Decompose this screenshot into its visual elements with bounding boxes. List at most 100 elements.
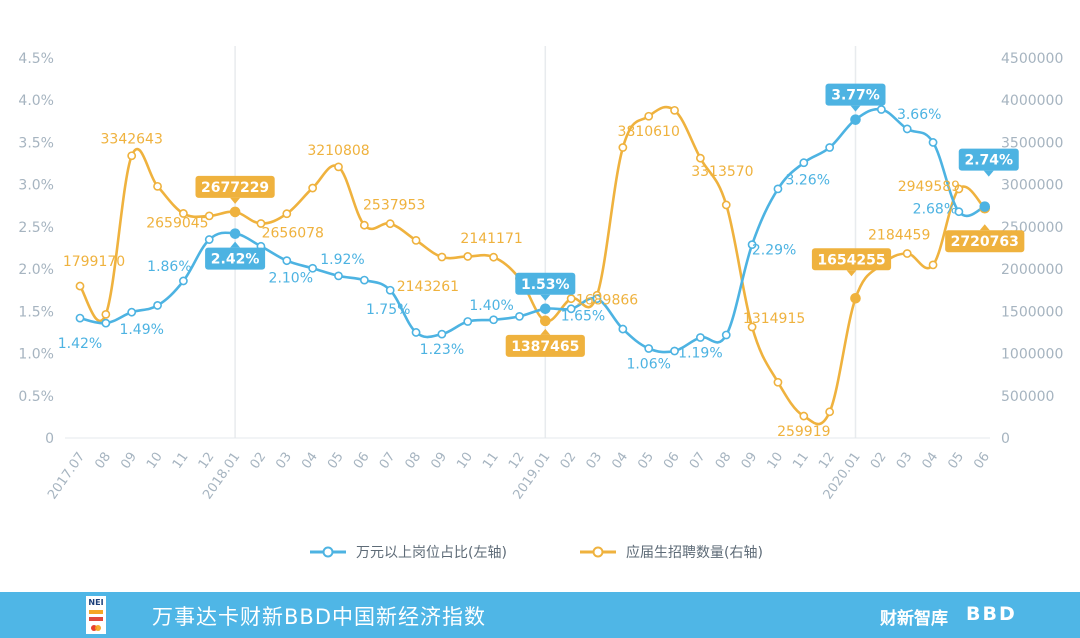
value-label: 1387465 (511, 339, 579, 355)
value-label: 3810610 (618, 124, 680, 140)
value-label: 1.75% (366, 302, 410, 318)
data-point-high-salary-share (385, 285, 395, 295)
data-point-high-salary-share (515, 311, 524, 321)
x-axis-tick-label: 04 (920, 450, 942, 472)
x-axis-tick-label: 12 (816, 450, 838, 472)
data-point-graduate-hiring (308, 183, 318, 193)
value-label-pointer (230, 197, 241, 204)
value-label: 2143261 (397, 279, 459, 295)
data-point-high-salary-share (75, 313, 85, 323)
data-point-high-salary-share (592, 294, 602, 304)
data-point-high-salary-share (282, 256, 292, 266)
value-label-pointer (979, 224, 990, 231)
value-label: 2.10% (269, 271, 313, 287)
data-point-graduate-hiring (747, 322, 757, 332)
value-label-box (811, 248, 892, 271)
left-axis-tick-label: 0.5% (18, 389, 54, 405)
data-point-graduate-hiring (721, 200, 731, 210)
data-point-graduate-hiring (178, 209, 188, 218)
x-axis-tick-label: 08 (713, 450, 735, 472)
value-label: 1.49% (119, 322, 163, 338)
data-point-high-salary-share (825, 143, 835, 152)
data-point-high-salary-share (954, 207, 964, 217)
data-point-high-salary-share (334, 271, 343, 281)
legend-swatch-marker (322, 546, 334, 558)
x-axis-tick-label: 09 (118, 450, 140, 472)
x-axis-tick-label: 06 (351, 450, 373, 472)
data-point-high-salary-share (204, 235, 214, 244)
left-axis-tick-label: 0 (45, 431, 54, 447)
value-label: 3342643 (101, 132, 163, 148)
data-point-high-salary-share (101, 318, 111, 328)
value-label: 2949589 (898, 179, 960, 195)
right-axis-tick-label: 4500000 (1001, 51, 1063, 67)
data-point-high-salary-share (359, 275, 369, 285)
data-point-graduate-hiring (773, 377, 783, 387)
data-point-high-salary-share (463, 317, 473, 326)
data-point-graduate-hiring (825, 407, 835, 417)
data-point-high-salary-share (902, 124, 912, 134)
value-label: 3.77% (831, 88, 880, 104)
value-label-pointer (540, 328, 551, 335)
data-point-graduate-hiring (618, 143, 628, 152)
data-point-graduate-hiring (411, 235, 421, 245)
nei-logo-text: NEI (88, 598, 104, 607)
value-label-pointer (983, 170, 994, 177)
value-label: 3313570 (691, 164, 753, 180)
data-point-high-salary-share (489, 315, 498, 325)
x-axis-tick-label: 08 (403, 450, 425, 472)
value-label: 1.65% (561, 309, 605, 325)
right-axis-tick-label: 3500000 (1001, 135, 1063, 151)
data-point-high-salary-share (644, 344, 654, 353)
data-point-high-salary-share (618, 324, 628, 334)
x-axis-tick-label: 12 (196, 450, 218, 472)
x-axis-tick-label: 11 (790, 450, 812, 472)
value-label-box (505, 334, 585, 357)
value-label: 2720763 (951, 234, 1019, 250)
right-axis-tick-label: 500000 (1001, 389, 1054, 405)
x-axis-tick-label: 07 (377, 450, 399, 472)
left-axis-tick-label: 1.5% (18, 304, 54, 320)
dual-axis-line-chart: 4.5%4.0%3.5%3.0%2.5%2.0%1.5%1.0%0.5%0450… (18, 46, 1063, 561)
data-point-high-salary-share (773, 184, 783, 194)
data-point-high-salary-share (670, 346, 679, 356)
value-label: 2.68% (913, 202, 957, 218)
value-label-pointer (230, 241, 241, 248)
x-axis-tick-label: 06 (971, 450, 993, 472)
data-point-graduate-hiring (850, 293, 861, 304)
value-label: 1.42% (58, 336, 102, 352)
value-label-box (195, 175, 275, 198)
x-axis-tick-label: 09 (739, 450, 761, 472)
x-axis-tick-label: 02 (247, 450, 269, 472)
data-point-high-salary-share (799, 158, 809, 168)
data-point-high-salary-share (696, 333, 705, 342)
data-point-high-salary-share (850, 114, 861, 125)
value-label: 2.29% (752, 243, 796, 259)
data-point-graduate-hiring (954, 184, 964, 194)
right-axis-tick-label: 0 (1001, 431, 1010, 447)
x-axis-tick-label: 08 (92, 450, 114, 472)
value-label: 2677229 (201, 180, 269, 196)
left-axis-tick-label: 4.5% (18, 51, 54, 67)
data-point-high-salary-share (979, 201, 991, 212)
data-point-graduate-hiring (127, 151, 137, 161)
footer-title: 万事达卡财新BBD中国新经济指数 (152, 605, 486, 629)
left-axis-tick-label: 3.0% (18, 178, 54, 194)
right-axis-tick-label: 2000000 (1001, 262, 1063, 278)
nei-logo: NEI (86, 596, 106, 634)
data-point-graduate-hiring (101, 309, 111, 319)
data-point-graduate-hiring (489, 252, 498, 262)
value-label: 2.42% (211, 252, 260, 268)
data-point-high-salary-share (178, 276, 188, 286)
data-point-high-salary-share (566, 304, 576, 314)
x-axis-tick-label: 06 (661, 450, 683, 472)
data-point-high-salary-share (721, 330, 731, 340)
data-point-high-salary-share (229, 228, 241, 239)
value-label: 1.19% (678, 346, 722, 362)
x-axis-tick-label: 03 (273, 450, 295, 472)
left-axis-tick-label: 3.5% (18, 135, 54, 151)
value-label: 1314915 (743, 311, 805, 327)
legend-swatch-marker (592, 546, 604, 558)
legend-label: 万元以上岗位占比(左轴) (356, 545, 507, 561)
value-label: 1654255 (817, 252, 885, 268)
